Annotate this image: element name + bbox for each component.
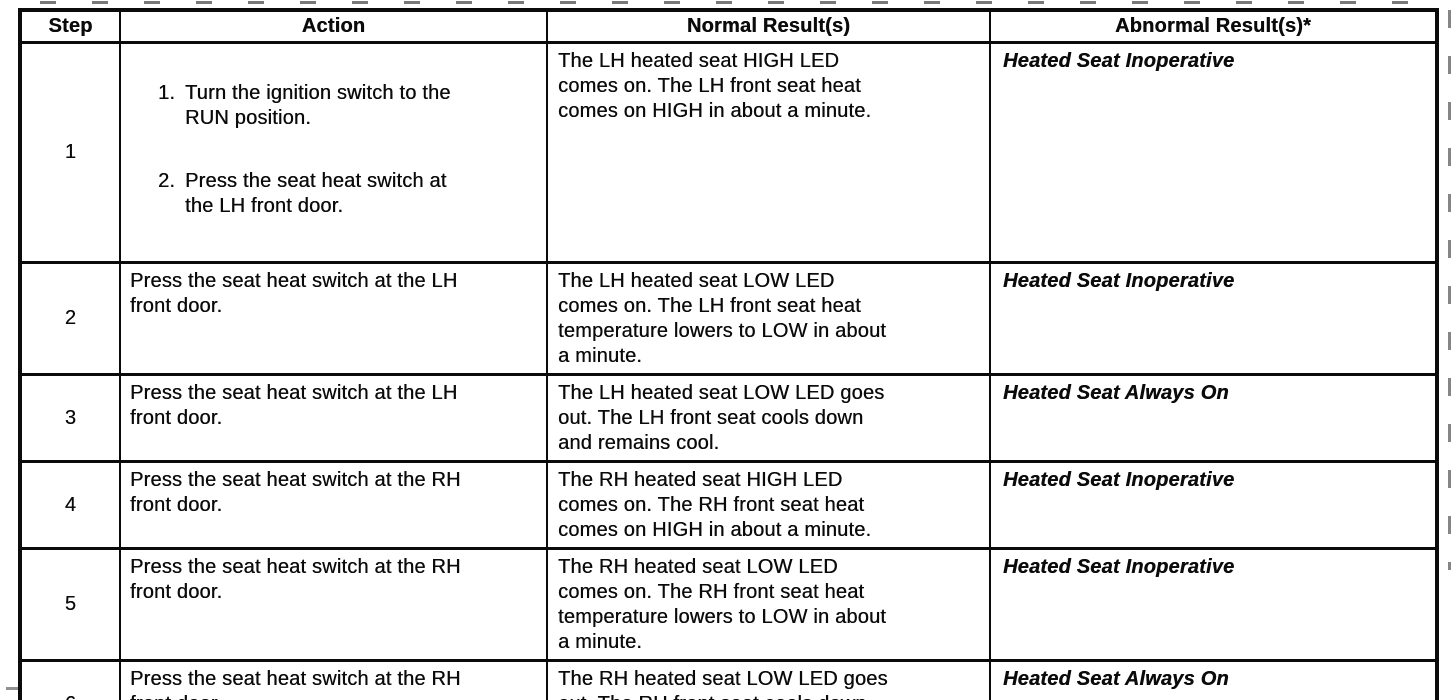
- action-text: Press the seat heat switch at the LH fro…: [185, 170, 447, 217]
- step-cell: 5: [19, 547, 121, 662]
- step-cell: 2: [19, 261, 121, 376]
- step-cell: 3: [19, 373, 121, 463]
- column-header-normal-results: Normal Result(s): [546, 8, 991, 44]
- list-number: 1.: [158, 82, 176, 104]
- action-cell: Press the seat heat switch at the LH fro…: [119, 373, 548, 463]
- table-row: 3 Press the seat heat switch at the LH f…: [19, 373, 1438, 463]
- normal-result-cell: The LH heated seat LOW LED goes out. The…: [546, 373, 991, 463]
- normal-result-cell: The RH heated seat LOW LED comes on. The…: [546, 547, 991, 662]
- step-cell: 4: [19, 460, 121, 550]
- action-cell: Press the seat heat switch at the RH fro…: [119, 547, 548, 662]
- action-text: Turn the ignition switch to the RUN posi…: [185, 82, 451, 129]
- abnormal-result-cell: Heated Seat Always On: [989, 373, 1438, 463]
- action-cell: 1. Turn the ignition switch to the RUN p…: [119, 41, 548, 264]
- scan-artifact-top: [40, 1, 1420, 4]
- table-row: 6 Press the seat heat switch at the RH f…: [19, 659, 1438, 700]
- abnormal-result-cell: Heated Seat Inoperative: [989, 547, 1438, 662]
- table-row: 1 1. Turn the ignition switch to the RUN…: [19, 41, 1438, 264]
- list-number: 2.: [158, 170, 176, 192]
- action-cell: Press the seat heat switch at the LH fro…: [119, 261, 548, 376]
- abnormal-result-cell: Heated Seat Inoperative: [989, 460, 1438, 550]
- column-header-abnormal-results: Abnormal Result(s)*: [989, 8, 1438, 44]
- normal-result-cell: The RH heated seat LOW LED goes out. The…: [546, 659, 991, 700]
- table-row: 5 Press the seat heat switch at the RH f…: [19, 547, 1438, 662]
- abnormal-result-cell: Heated Seat Always On: [989, 659, 1438, 700]
- column-header-action: Action: [119, 8, 548, 44]
- action-list-item: 1. Turn the ignition switch to the RUN p…: [158, 81, 538, 131]
- step-cell: 6: [19, 659, 121, 700]
- step-cell: 1: [19, 41, 121, 264]
- table-row: 4 Press the seat heat switch at the RH f…: [19, 460, 1438, 550]
- normal-result-cell: The LH heated seat LOW LED comes on. The…: [546, 261, 991, 376]
- abnormal-result-cell: Heated Seat Inoperative: [989, 41, 1438, 264]
- column-header-step: Step: [19, 8, 121, 44]
- heated-seat-diagnostic-table: Step Action Normal Result(s) Abnormal Re…: [18, 8, 1439, 700]
- table-row: 2 Press the seat heat switch at the LH f…: [19, 261, 1438, 376]
- scan-artifact-right: [1448, 10, 1451, 570]
- action-cell: Press the seat heat switch at the RH fro…: [119, 460, 548, 550]
- action-cell: Press the seat heat switch at the RH fro…: [119, 659, 548, 700]
- abnormal-result-cell: Heated Seat Inoperative: [989, 261, 1438, 376]
- table-header-row: Step Action Normal Result(s) Abnormal Re…: [19, 8, 1438, 44]
- action-list-item: 2. Press the seat heat switch at the LH …: [158, 169, 538, 219]
- normal-result-cell: The RH heated seat HIGH LED comes on. Th…: [546, 460, 991, 550]
- normal-result-cell: The LH heated seat HIGH LED comes on. Th…: [546, 41, 991, 264]
